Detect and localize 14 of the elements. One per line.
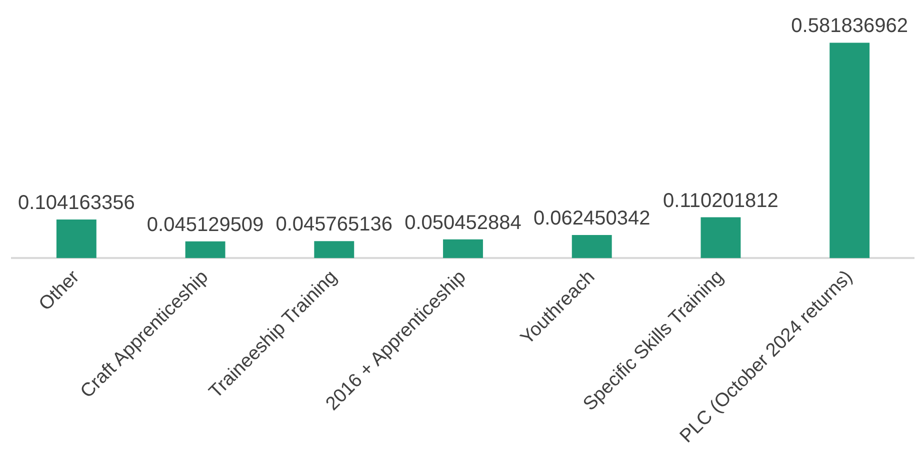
data-label: 0.050452884 [404, 212, 522, 234]
data-label: 0.045765136 [276, 214, 393, 236]
data-label: 0.581836962 [791, 15, 908, 38]
bar [830, 42, 870, 258]
bar [572, 234, 612, 258]
bar [443, 239, 483, 258]
data-label: 0.045129509 [146, 214, 264, 236]
bar [314, 241, 354, 258]
bar [56, 220, 96, 258]
bar [700, 217, 741, 258]
data-label: 0.104163356 [18, 192, 135, 214]
bar [185, 241, 226, 258]
data-label: 0.062450342 [533, 208, 650, 230]
data-label: 0.110201812 [663, 190, 778, 212]
